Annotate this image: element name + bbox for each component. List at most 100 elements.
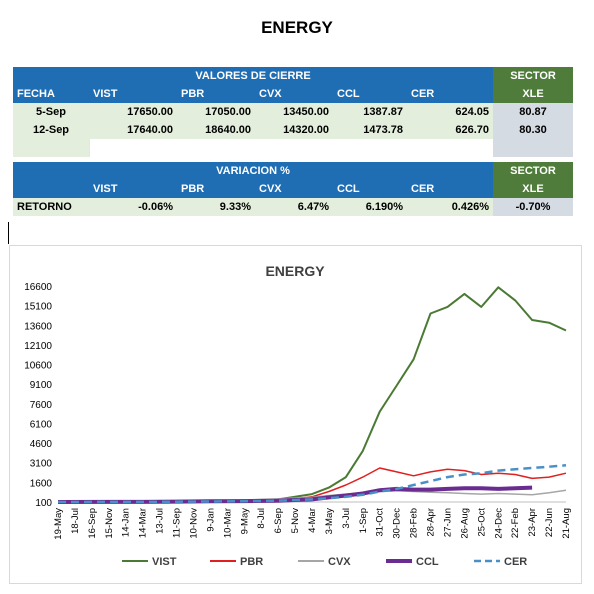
x-tick-label: 10-Mar — [222, 508, 233, 538]
cell-ccl: 6.190% — [333, 198, 407, 216]
col-header-cer: CER — [407, 180, 493, 198]
y-tick-label: 7600 — [30, 400, 53, 411]
cell-vist: 17650.00 — [89, 103, 177, 121]
legend-label-pbr: PBR — [240, 556, 263, 568]
cell-xle: 80.30 — [493, 121, 574, 139]
row-label-retorno: RETORNO — [13, 198, 89, 216]
y-tick-label: 9100 — [30, 380, 53, 391]
x-tick-label: 11-Sep — [172, 508, 183, 538]
y-tick-label: 10600 — [24, 361, 52, 372]
col-header-vist: VIST — [89, 85, 177, 103]
spacer-cell — [88, 139, 494, 157]
y-tick-label: 13600 — [24, 321, 52, 332]
x-tick-label: 28-Feb — [409, 508, 420, 538]
x-tick-label: 9-Jan — [205, 508, 216, 532]
x-tick-label: 15-Nov — [104, 508, 115, 539]
x-tick-label: 19-May — [53, 508, 64, 540]
x-tick-label: 10-Nov — [188, 508, 199, 539]
x-tick-label: 16-Sep — [87, 508, 98, 539]
x-tick-label: 3-Jul — [341, 508, 352, 529]
table-row: 5-Sep 17650.00 17050.00 13450.00 1387.87… — [13, 103, 574, 121]
col-header-ccl: CCL — [333, 180, 407, 198]
x-tick-label: 30-Dec — [392, 508, 403, 539]
x-tick-label: 28-Apr — [426, 508, 437, 537]
y-tick-label: 4600 — [30, 439, 53, 450]
x-tick-label: 6-Sep — [273, 508, 284, 533]
text-cursor — [8, 222, 9, 244]
page-title: ENERGY — [261, 18, 333, 37]
x-tick-label: 3-May — [324, 508, 335, 535]
x-tick-label: 9-May — [239, 508, 250, 535]
cell-vist: 17640.00 — [89, 121, 177, 139]
series-line-cer — [57, 464, 567, 504]
row-date: 5-Sep — [13, 103, 89, 121]
variation-table-header: VARIACION % — [13, 162, 493, 180]
chart-svg: ENERGY 100 1600 3100 4600 6100 7600 9100 10600 12… — [24, 263, 572, 568]
cell-cer: 626.70 — [407, 121, 494, 139]
cell-pbr: 9.33% — [177, 198, 255, 216]
closing-values-table: VALORES DE CIERRE SECTOR FECHA VIST PBR … — [13, 67, 574, 157]
x-tick-label: 27-Jun — [442, 508, 453, 537]
energy-chart: ENERGY 100 1600 3100 4600 6100 7600 9100 10600 12… — [9, 245, 582, 584]
cell-cvx: 14320.00 — [255, 121, 333, 139]
y-tick-label: 100 — [35, 498, 52, 509]
cell-cvx: 13450.00 — [255, 103, 333, 121]
x-tick-label: 23-Apr — [527, 508, 538, 537]
variation-table: VARIACION % SECTOR VIST PBR CVX CCL CER … — [13, 162, 573, 216]
x-tick-label: 14-Jan — [121, 508, 132, 537]
x-tick-label: 4-Mar — [307, 508, 318, 533]
cell-ccl: 1387.87 — [333, 103, 407, 121]
col-header-blank — [13, 180, 89, 198]
cell-ccl: 1473.78 — [333, 121, 407, 139]
col-header-pbr: PBR — [177, 180, 255, 198]
col-header-xle: XLE — [493, 85, 574, 103]
x-tick-label: 22-Jun — [544, 508, 555, 537]
x-tick-label: 26-Aug — [459, 508, 470, 539]
y-tick-label: 16600 — [24, 282, 52, 293]
variation-sector-header: SECTOR — [493, 162, 573, 180]
legend-label-vist: VIST — [152, 556, 177, 568]
legend-label-cvx: CVX — [328, 556, 351, 568]
cell-vist: -0.06% — [89, 198, 177, 216]
cell-pbr: 18640.00 — [177, 121, 255, 139]
cell-xle: -0.70% — [493, 198, 573, 216]
x-tick-label: 25-Oct — [476, 508, 487, 537]
col-header-vist: VIST — [89, 180, 177, 198]
y-tick-label: 1600 — [30, 478, 53, 489]
spacer-cell — [13, 139, 89, 157]
x-tick-label: 13-Jul — [155, 508, 166, 534]
legend-label-cer: CER — [504, 556, 527, 568]
col-header-ccl: CCL — [333, 85, 407, 103]
table-row: RETORNO -0.06% 9.33% 6.47% 6.190% 0.426%… — [13, 198, 573, 216]
x-tick-label: 31-Oct — [375, 508, 386, 537]
cell-cer: 624.05 — [407, 103, 494, 121]
series-line-vist — [57, 286, 567, 503]
closing-sector-header: SECTOR — [493, 67, 574, 85]
cell-pbr: 17050.00 — [177, 103, 255, 121]
cell-xle: 80.87 — [493, 103, 574, 121]
legend-label-ccl: CCL — [416, 556, 439, 568]
col-header-fecha: FECHA — [13, 85, 89, 103]
col-header-cvx: CVX — [255, 180, 333, 198]
x-tick-label: 14-Mar — [138, 508, 149, 538]
col-header-cer: CER — [407, 85, 494, 103]
chart-title: ENERGY — [265, 263, 325, 279]
col-header-cvx: CVX — [255, 85, 333, 103]
cell-cer: 0.426% — [407, 198, 493, 216]
row-date: 12-Sep — [13, 121, 89, 139]
cell-cvx: 6.47% — [255, 198, 333, 216]
x-tick-label: 5-Nov — [290, 508, 301, 534]
col-header-pbr: PBR — [177, 85, 255, 103]
x-tick-label: 8-Jul — [256, 508, 267, 529]
x-tick-label: 21-Aug — [561, 508, 572, 539]
table-row: 12-Sep 17640.00 18640.00 14320.00 1473.7… — [13, 121, 574, 139]
x-tick-label: 1-Sep — [358, 508, 369, 533]
x-tick-label: 24-Dec — [493, 508, 504, 539]
x-tick-label: 22-Feb — [510, 508, 521, 538]
y-tick-label: 15100 — [24, 302, 52, 313]
spacer-cell — [493, 139, 574, 157]
col-header-xle: XLE — [493, 180, 573, 198]
y-tick-label: 12100 — [24, 341, 52, 352]
y-tick-label: 3100 — [30, 459, 53, 470]
x-tick-label: 18-Jul — [70, 508, 81, 534]
